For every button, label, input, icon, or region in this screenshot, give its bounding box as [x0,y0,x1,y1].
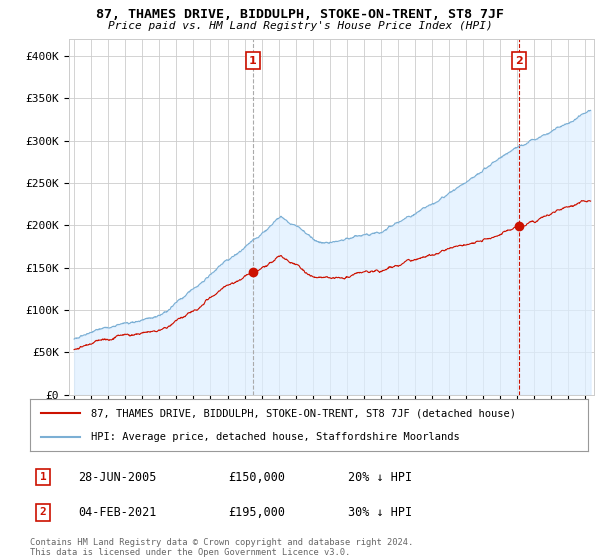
Text: 28-JUN-2005: 28-JUN-2005 [78,470,157,484]
Text: 2: 2 [40,507,47,517]
Text: Price paid vs. HM Land Registry's House Price Index (HPI): Price paid vs. HM Land Registry's House … [107,21,493,31]
Text: 1: 1 [249,55,257,66]
Text: 04-FEB-2021: 04-FEB-2021 [78,506,157,519]
Text: 87, THAMES DRIVE, BIDDULPH, STOKE-ON-TRENT, ST8 7JF (detached house): 87, THAMES DRIVE, BIDDULPH, STOKE-ON-TRE… [91,408,517,418]
Text: 1: 1 [40,472,47,482]
Text: £150,000: £150,000 [228,470,285,484]
Text: 87, THAMES DRIVE, BIDDULPH, STOKE-ON-TRENT, ST8 7JF: 87, THAMES DRIVE, BIDDULPH, STOKE-ON-TRE… [96,8,504,21]
Text: £195,000: £195,000 [228,506,285,519]
Text: 20% ↓ HPI: 20% ↓ HPI [348,470,412,484]
Text: Contains HM Land Registry data © Crown copyright and database right 2024.
This d: Contains HM Land Registry data © Crown c… [30,538,413,557]
Text: 30% ↓ HPI: 30% ↓ HPI [348,506,412,519]
Text: 2: 2 [515,55,523,66]
Text: HPI: Average price, detached house, Staffordshire Moorlands: HPI: Average price, detached house, Staf… [91,432,460,442]
